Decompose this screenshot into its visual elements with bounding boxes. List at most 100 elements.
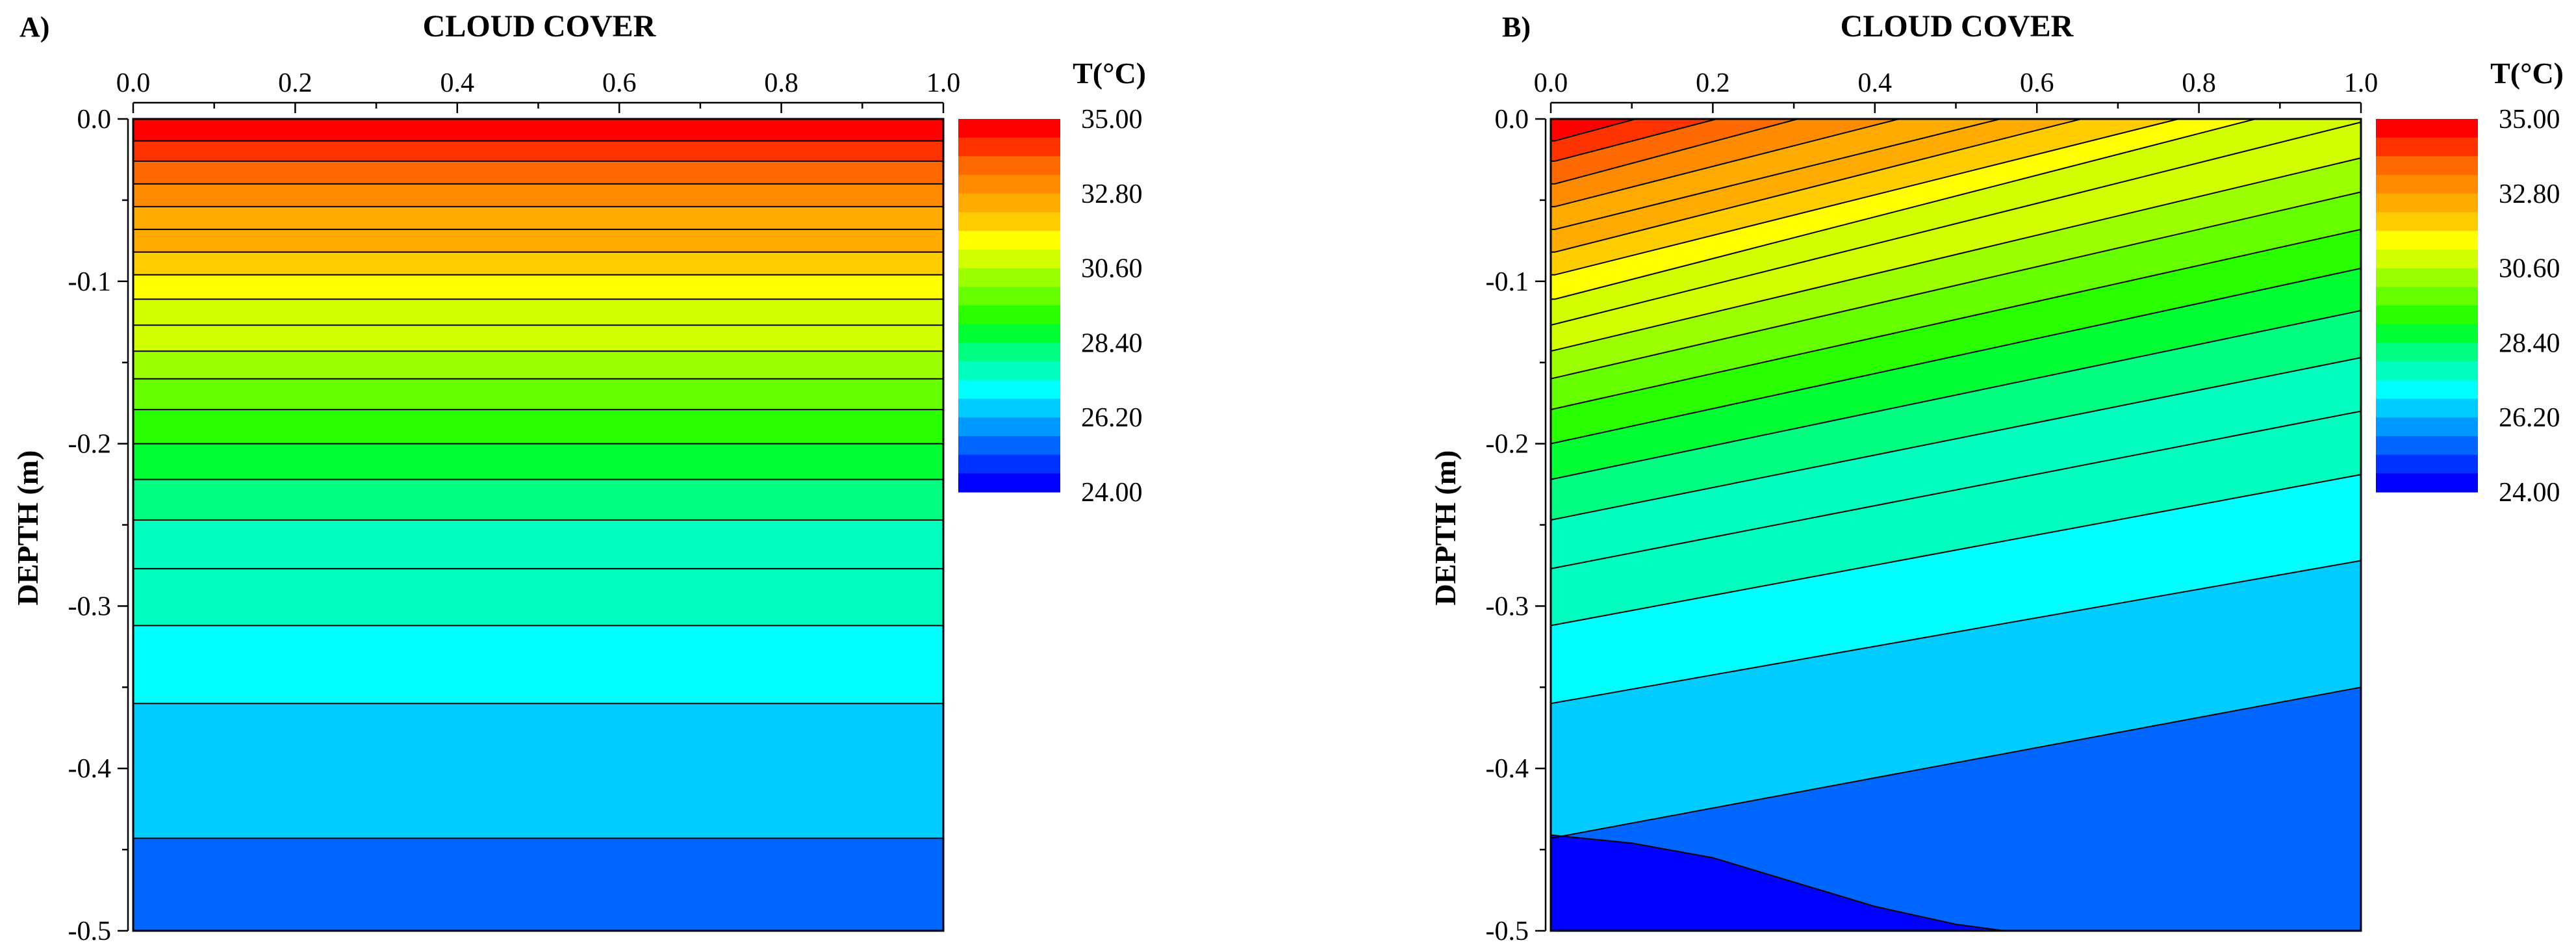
colorbar-swatch [2376, 343, 2478, 362]
colorbar-swatch [2376, 361, 2478, 381]
colorbar-swatch [2376, 473, 2478, 493]
temperature-band [133, 252, 944, 276]
colorbar-swatch [958, 212, 1060, 231]
y-tick-label: 0.0 [77, 105, 112, 135]
colorbar-swatch [958, 119, 1060, 138]
colorbar-swatch [958, 417, 1060, 437]
colorbar-swatch [958, 324, 1060, 343]
colorbar-swatch [958, 268, 1060, 287]
colorbar-tick-label: 35.00 [2499, 105, 2560, 135]
temperature-band [133, 625, 944, 704]
colorbar-title: T(°C) [1073, 57, 1146, 90]
isotherm-line [1550, 357, 2362, 521]
temperature-band [133, 378, 944, 410]
colorbar-title: T(°C) [2490, 57, 2564, 90]
colorbar-swatch [958, 380, 1060, 400]
colorbar-swatch [2376, 119, 2478, 138]
temperature-band [133, 703, 944, 838]
y-tick-label: 0.0 [1495, 105, 1529, 135]
colorbar-swatch [958, 473, 1060, 493]
colorbar-swatch [2376, 193, 2478, 213]
plot-frame [132, 118, 945, 932]
temperature-band [133, 183, 944, 207]
colorbar-swatch [958, 398, 1060, 418]
colorbar-swatch [958, 249, 1060, 269]
panel-b-plot-area: 0.0 0.2 0.4 0.6 0.8 1.0 0.0 -0.1 -0.2 -0.3 -0.4 -0.… [1486, 68, 2378, 946]
isotherm-line [1550, 410, 2362, 569]
colorbar-swatch [2376, 380, 2478, 400]
isotherm-line [1550, 686, 2362, 839]
colorbar-swatch [958, 156, 1060, 176]
colorbar-tick-label: 30.60 [1081, 254, 1143, 284]
colorbar-swatch [2376, 175, 2478, 194]
colorbar-swatch [958, 436, 1060, 456]
plot-frame [1549, 118, 2362, 932]
temperature-band [133, 118, 944, 141]
colorbar-swatch [2376, 306, 2478, 325]
y-tick-label: -0.2 [68, 430, 112, 460]
colorbar-swatch [958, 361, 1060, 381]
panel-a-y-axis-label: DEPTH (m) [11, 450, 44, 606]
isotherm-line [1550, 267, 2362, 445]
x-tick-label: 0.4 [440, 68, 475, 98]
isotherm-line [1550, 560, 2362, 705]
panel-b-colorbar: T(°C) 35.00 32.80 30.60 28.40 26.20 24.00 [2376, 57, 2564, 508]
isotherm-line [1550, 834, 2005, 931]
x-tick-label: 0.2 [1696, 68, 1730, 98]
x-tick-label: 0.2 [278, 68, 312, 98]
colorbar-tick-label: 24.00 [2499, 478, 2560, 508]
panel-b-title: CLOUD COVER [1841, 9, 2074, 44]
temperature-band [133, 519, 944, 569]
y-tick-label: -0.1 [68, 267, 112, 297]
isotherm-line [1550, 157, 2362, 352]
colorbar-swatch [958, 137, 1060, 157]
colorbar-swatch [2376, 212, 2478, 231]
x-tick-label: 0.8 [2182, 68, 2216, 98]
temperature-band [133, 324, 944, 352]
colorbar-tick-label: 32.80 [1081, 179, 1143, 209]
y-tick-label: -0.3 [68, 592, 112, 621]
x-tick-label: 0.0 [116, 68, 151, 98]
panel-a-colorbar: T(°C) 35.00 32.80 30.60 28.40 26.20 24.00 [958, 57, 1146, 508]
colorbar-swatch [2376, 324, 2478, 343]
colorbar-tick-label: 26.20 [1081, 403, 1143, 433]
colorbar-tick-label: 32.80 [2499, 179, 2560, 209]
colorbar-swatch [2376, 137, 2478, 157]
temperature-band [133, 206, 944, 230]
colorbar-swatch [2376, 436, 2478, 456]
temperature-band [133, 350, 944, 380]
temperature-band [133, 409, 944, 444]
temperature-band [133, 479, 944, 521]
y-tick-label: -0.1 [1486, 267, 1529, 297]
colorbar-swatch [2376, 287, 2478, 306]
colorbar-tick-label: 35.00 [1081, 105, 1143, 135]
temperature-band [133, 161, 944, 185]
colorbar-swatch [958, 193, 1060, 213]
y-tick-label: -0.4 [68, 754, 112, 784]
colorbar-swatch [958, 287, 1060, 306]
temperature-band [133, 568, 944, 626]
colorbar-swatch [2376, 249, 2478, 269]
colorbar-swatch [958, 231, 1060, 250]
temperature-band [133, 838, 944, 931]
panel-b-y-axis-label: DEPTH (m) [1429, 450, 1462, 606]
colorbar-swatch [958, 306, 1060, 325]
colorbar-tick-label: 24.00 [1081, 478, 1143, 508]
temperature-band [133, 229, 944, 253]
colorbar-tick-label: 26.20 [2499, 403, 2560, 433]
isotherm-line [1550, 309, 2362, 480]
colorbar-swatch [2376, 454, 2478, 474]
isotherm-line [1550, 191, 2362, 380]
temperature-band [133, 274, 944, 300]
y-tick-label: -0.2 [1486, 430, 1529, 460]
colorbar-tick-label: 28.40 [2499, 328, 2560, 358]
isotherm-line [1550, 228, 2362, 411]
x-tick-label: 0.8 [764, 68, 798, 98]
x-tick-label: 0.0 [1534, 68, 1568, 98]
panel-a: A) CLOUD COVER DEPTH (m) 0.0 0.2 0.4 0.6 0.8… [11, 9, 1146, 946]
panel-a-title: CLOUD COVER [423, 9, 657, 44]
colorbar-swatch [2376, 398, 2478, 418]
y-tick-label: -0.3 [1486, 592, 1529, 621]
colorbar-tick-label: 30.60 [2499, 254, 2560, 284]
